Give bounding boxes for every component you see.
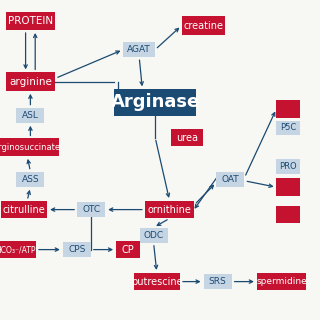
FancyBboxPatch shape [77, 202, 105, 217]
FancyBboxPatch shape [63, 242, 91, 257]
FancyBboxPatch shape [16, 108, 44, 123]
Text: PROTEIN: PROTEIN [8, 16, 53, 26]
FancyBboxPatch shape [182, 16, 225, 35]
Text: HCO₃⁻/ATP: HCO₃⁻/ATP [0, 245, 36, 254]
Text: CPS: CPS [68, 245, 85, 254]
Text: AGAT: AGAT [127, 45, 151, 54]
Text: OTC: OTC [82, 205, 100, 214]
FancyBboxPatch shape [0, 138, 59, 156]
Text: ASL: ASL [22, 111, 39, 120]
FancyBboxPatch shape [204, 274, 232, 289]
FancyBboxPatch shape [257, 273, 307, 291]
Text: arginosuccinate: arginosuccinate [0, 143, 61, 152]
FancyBboxPatch shape [16, 172, 44, 187]
Text: creatine: creatine [183, 20, 223, 31]
Text: ASS: ASS [21, 175, 39, 184]
FancyBboxPatch shape [276, 206, 300, 223]
Text: urea: urea [176, 132, 198, 143]
FancyBboxPatch shape [6, 72, 55, 91]
FancyBboxPatch shape [140, 228, 168, 243]
Text: SRS: SRS [209, 277, 227, 286]
FancyBboxPatch shape [216, 172, 244, 187]
Text: OAT: OAT [221, 175, 239, 184]
FancyBboxPatch shape [6, 12, 55, 30]
FancyBboxPatch shape [0, 241, 36, 259]
Text: arginine: arginine [9, 76, 52, 87]
Text: ornithine: ornithine [148, 204, 192, 215]
Text: putrescine: putrescine [131, 276, 183, 287]
Text: spermidine: spermidine [256, 277, 307, 286]
FancyBboxPatch shape [276, 100, 300, 117]
FancyBboxPatch shape [1, 201, 47, 219]
Text: ODC: ODC [144, 231, 164, 240]
Text: P5C: P5C [280, 124, 296, 132]
FancyBboxPatch shape [123, 42, 155, 57]
Text: Arginase: Arginase [111, 93, 200, 111]
FancyBboxPatch shape [171, 129, 203, 147]
Text: CP: CP [122, 244, 134, 255]
FancyBboxPatch shape [115, 89, 196, 116]
Text: PRO: PRO [279, 162, 297, 171]
FancyBboxPatch shape [276, 179, 300, 196]
FancyBboxPatch shape [145, 201, 195, 219]
Text: citrulline: citrulline [3, 204, 45, 215]
FancyBboxPatch shape [134, 273, 180, 291]
FancyBboxPatch shape [276, 159, 300, 173]
FancyBboxPatch shape [276, 121, 300, 135]
FancyBboxPatch shape [116, 241, 140, 259]
